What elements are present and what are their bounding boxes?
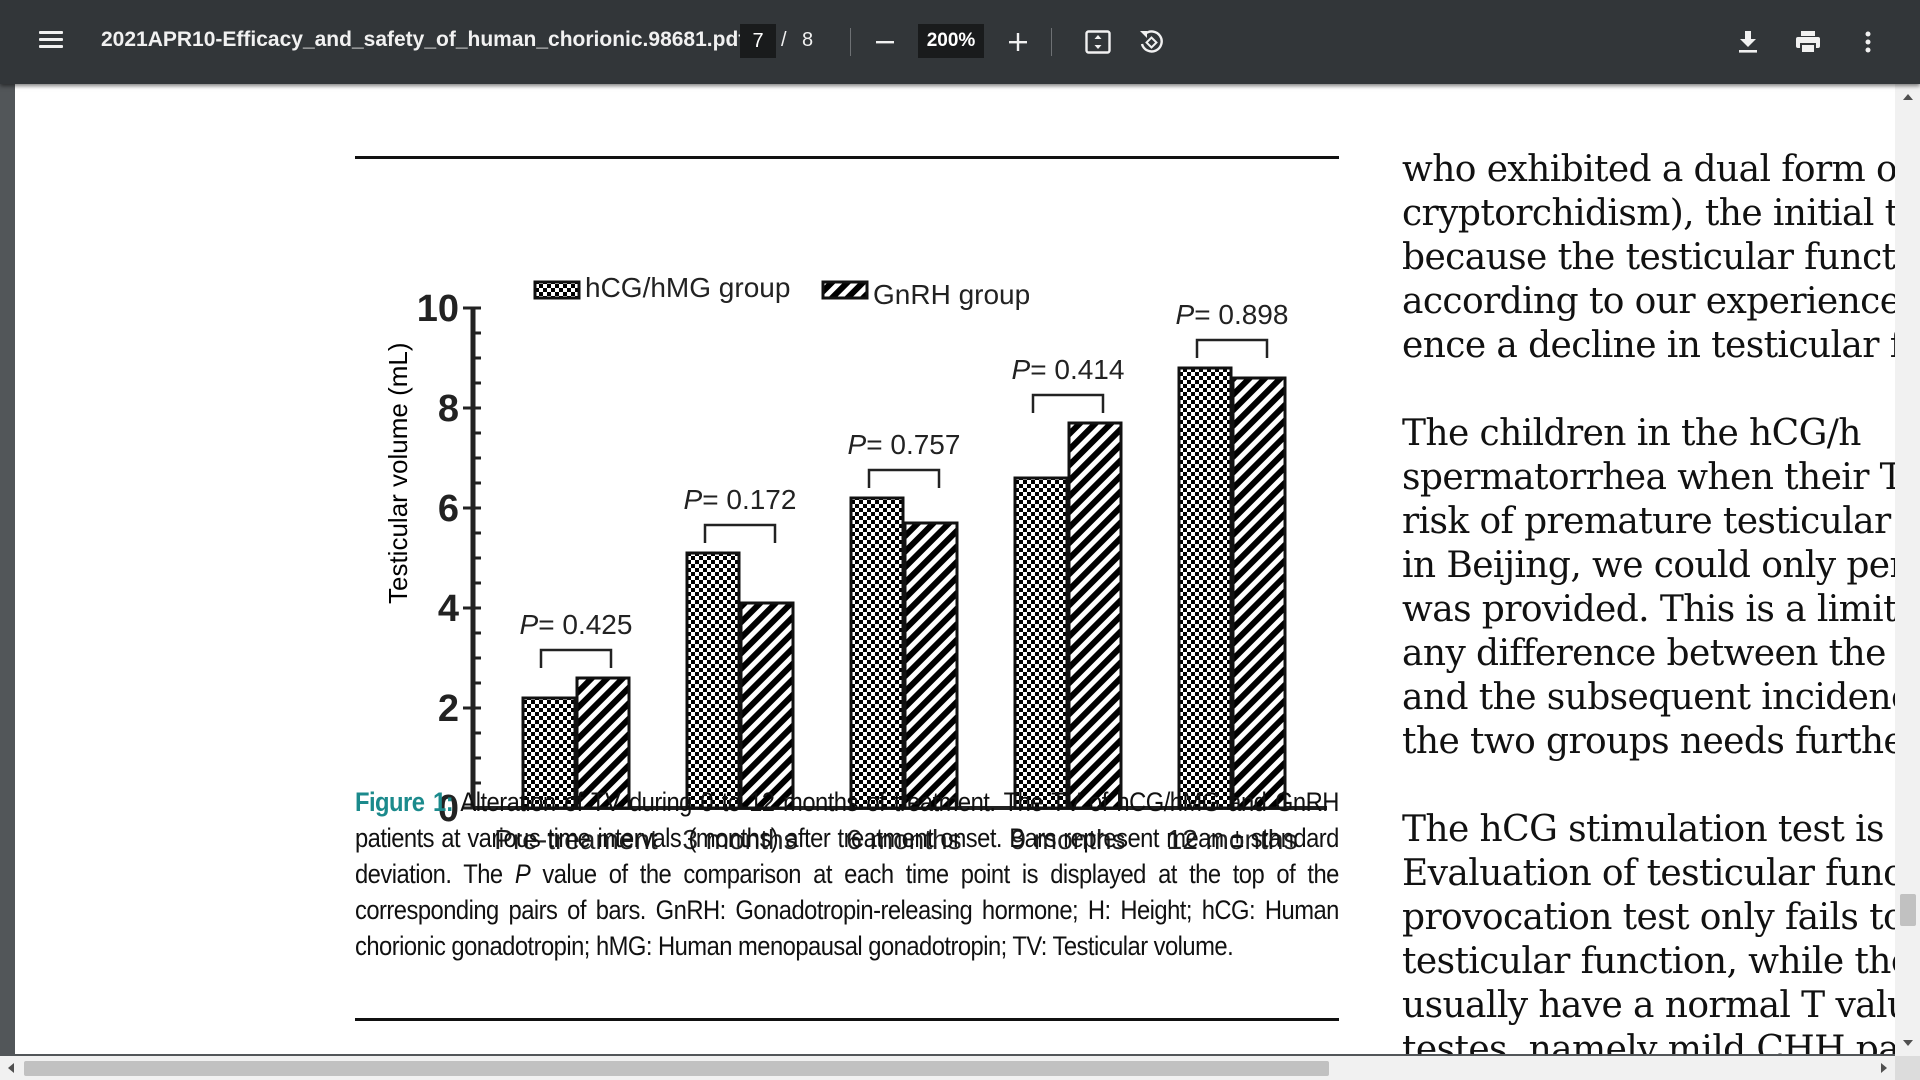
total-pages: 8 xyxy=(802,29,814,51)
x-tick-label: 12 months xyxy=(1167,824,1298,855)
horizontal-scrollbar[interactable] xyxy=(0,1056,1895,1080)
legend-swatch-hcg-hmg xyxy=(533,280,581,300)
scroll-left-icon[interactable] xyxy=(8,1063,14,1073)
p-value-label: P= 0.757 xyxy=(848,429,961,460)
body-line: ence a decline in testicular fu xyxy=(1402,325,1895,366)
figure-caption: Figure 1: Alteration of TV during 0 to 1… xyxy=(355,784,1339,964)
p-value-label: P= 0.425 xyxy=(520,609,633,640)
body-line: testicular function, while those xyxy=(1402,941,1895,982)
scroll-down-icon[interactable] xyxy=(1903,1040,1913,1046)
y-tick-label: 4 xyxy=(438,588,459,630)
y-tick-label: 8 xyxy=(438,388,459,430)
p-value-bracket xyxy=(539,648,613,668)
zoom-out-button[interactable] xyxy=(867,24,903,60)
menu-icon[interactable] xyxy=(36,28,66,56)
caption-italic-p: P xyxy=(514,859,531,889)
more-options-button[interactable] xyxy=(1850,24,1886,60)
y-tick-label: 6 xyxy=(438,488,459,530)
body-line: and the subsequent incidenc xyxy=(1402,677,1895,718)
fit-page-icon xyxy=(1085,30,1111,54)
pdf-toolbar: 2021APR10-Efficacy_and_safety_of_human_c… xyxy=(0,0,1920,84)
bar-chart: 0 2 4 6 8 10 P= 0.425 Pre-treament P= 0.172 3 mon… xyxy=(417,272,1327,855)
body-line: was provided. This is a limita xyxy=(1402,589,1895,630)
body-line: Evaluation of testicular func xyxy=(1402,853,1895,894)
zoom-level[interactable]: 200% xyxy=(918,24,984,58)
document-title: 2021APR10-Efficacy_and_safety_of_human_c… xyxy=(101,28,746,51)
body-paragraph: who exhibited a dual form of cryptorchidi… xyxy=(1402,148,1895,368)
p-value-label: P= 0.172 xyxy=(684,484,797,515)
body-line: cryptorchidism), the initial t xyxy=(1402,193,1895,234)
legend-label: hCG/hMG group xyxy=(585,272,790,303)
p-value-bracket xyxy=(703,523,777,543)
p-value-bracket xyxy=(867,468,941,488)
download-button[interactable] xyxy=(1730,24,1766,60)
body-line: testes, namely mild CHH patie xyxy=(1402,1029,1895,1054)
print-icon xyxy=(1796,31,1820,54)
body-line: any difference between the ti xyxy=(1402,633,1895,674)
fit-page-button[interactable] xyxy=(1080,24,1116,60)
body-line: usually have a normal T valu xyxy=(1402,985,1895,1026)
toolbar-divider xyxy=(1051,28,1052,56)
y-tick-label: 10 xyxy=(417,288,459,330)
zoom-out-icon xyxy=(876,41,894,44)
vertical-scrollbar[interactable] xyxy=(1895,84,1920,1056)
body-text-column: who exhibited a dual form of cryptorchidi… xyxy=(1402,148,1895,1054)
bar-hcg-hmg xyxy=(849,496,905,810)
body-line: according to our experience, xyxy=(1402,281,1895,322)
p-value-bracket xyxy=(1031,393,1105,413)
vertical-scroll-thumb[interactable] xyxy=(1900,894,1916,926)
page-number-input[interactable]: 7 xyxy=(740,24,776,58)
print-button[interactable] xyxy=(1790,24,1826,60)
y-tick-label: 2 xyxy=(438,688,459,730)
toolbar-divider xyxy=(850,28,851,56)
body-line: the two groups needs further xyxy=(1402,721,1895,762)
x-tick-label: 9 months xyxy=(1010,824,1125,855)
rotate-icon xyxy=(1140,30,1163,53)
caption-text: Alteration of TV during 0 to 12 months o… xyxy=(355,787,1339,889)
p-value-bracket xyxy=(1195,338,1269,358)
bar-hcg-hmg xyxy=(1177,366,1233,810)
bar-gnrh xyxy=(1067,421,1123,810)
scroll-right-icon[interactable] xyxy=(1881,1063,1887,1073)
body-line: The hCG stimulation test is u xyxy=(1402,809,1895,850)
page-separator: / xyxy=(781,29,787,51)
caption-text-continued: value of the comparison at each time poi… xyxy=(355,859,1339,961)
body-line: in Beijing, we could only per xyxy=(1402,545,1895,586)
bar-gnrh xyxy=(739,601,795,810)
bar-gnrh xyxy=(1231,376,1287,810)
pdf-page: Testicular volume (mL) 0 2 4 6 8 10 P= 0.425 Pr… xyxy=(15,84,1895,1054)
bar-gnrh xyxy=(903,521,959,810)
zoom-in-icon xyxy=(1009,33,1027,51)
x-tick-label: 6 months xyxy=(846,824,961,855)
bar-hcg-hmg xyxy=(521,696,577,810)
x-tick-label: 3 months xyxy=(682,824,797,855)
body-paragraph: The children in the hCG/h spermatorrhea w… xyxy=(1402,412,1895,764)
more-options-icon xyxy=(1865,31,1871,53)
rotate-button[interactable] xyxy=(1133,24,1169,60)
body-line: The children in the hCG/h xyxy=(1402,413,1861,454)
figure-label: Figure 1: xyxy=(355,787,454,817)
legend-swatch-gnrh xyxy=(821,280,869,300)
body-line: because the testicular funct xyxy=(1402,237,1895,278)
p-value-label: P= 0.414 xyxy=(1012,354,1125,385)
figure-top-rule xyxy=(355,156,1339,159)
p-value-label: P= 0.898 xyxy=(1176,299,1289,330)
bar-hcg-hmg xyxy=(685,551,741,810)
body-line: spermatorrhea when their TV xyxy=(1402,457,1895,498)
scrollbar-corner xyxy=(1895,1056,1920,1080)
download-icon xyxy=(1739,31,1757,53)
zoom-in-button[interactable] xyxy=(1000,24,1036,60)
legend-label: GnRH group xyxy=(873,279,1030,310)
y-tick-label: 0 xyxy=(438,788,459,830)
body-line: risk of premature testicular fa xyxy=(1402,501,1895,542)
body-line: who exhibited a dual form of xyxy=(1402,149,1895,190)
figure-bottom-rule xyxy=(355,1018,1339,1021)
scroll-up-icon[interactable] xyxy=(1903,94,1913,100)
body-line: provocation test only fails to xyxy=(1402,897,1895,938)
bar-hcg-hmg xyxy=(1013,476,1069,810)
body-paragraph: The hCG stimulation test is u Evaluation … xyxy=(1402,808,1895,1054)
horizontal-scroll-thumb[interactable] xyxy=(24,1061,1329,1076)
x-tick-label: Pre-treament xyxy=(494,824,658,855)
bar-gnrh xyxy=(575,676,631,810)
